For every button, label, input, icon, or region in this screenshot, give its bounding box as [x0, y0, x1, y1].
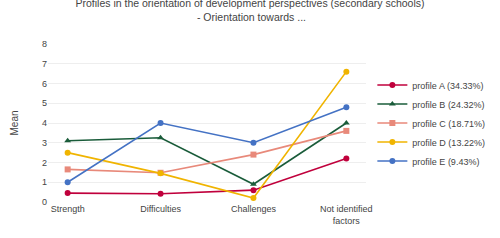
svg-text:Challenges: Challenges — [231, 204, 277, 214]
svg-text:profile A (34.33%): profile A (34.33%) — [412, 81, 483, 91]
svg-text:Profiles in the orientation of: Profiles in the orientation of developme… — [75, 0, 424, 23]
svg-text:0: 0 — [42, 197, 47, 207]
svg-text:5: 5 — [42, 98, 47, 108]
svg-text:6: 6 — [42, 79, 47, 89]
svg-text:7: 7 — [42, 59, 47, 69]
svg-text:2: 2 — [42, 158, 47, 168]
svg-text:Difficulties: Difficulties — [140, 204, 181, 214]
svg-text:Not identifiedfactors: Not identifiedfactors — [320, 204, 373, 226]
svg-text:1: 1 — [42, 177, 47, 187]
svg-text:profile E (9.43%): profile E (9.43%) — [412, 157, 479, 167]
svg-text:profile C (18.71%): profile C (18.71%) — [412, 119, 485, 129]
svg-text:4: 4 — [42, 118, 47, 128]
svg-text:Strength: Strength — [51, 204, 85, 214]
svg-text:profile B (24.32%): profile B (24.32%) — [412, 100, 484, 110]
svg-text:profile D (13.22%): profile D (13.22%) — [412, 138, 485, 148]
svg-text:8: 8 — [42, 39, 47, 49]
svg-text:Mean: Mean — [9, 110, 20, 135]
svg-text:3: 3 — [42, 138, 47, 148]
